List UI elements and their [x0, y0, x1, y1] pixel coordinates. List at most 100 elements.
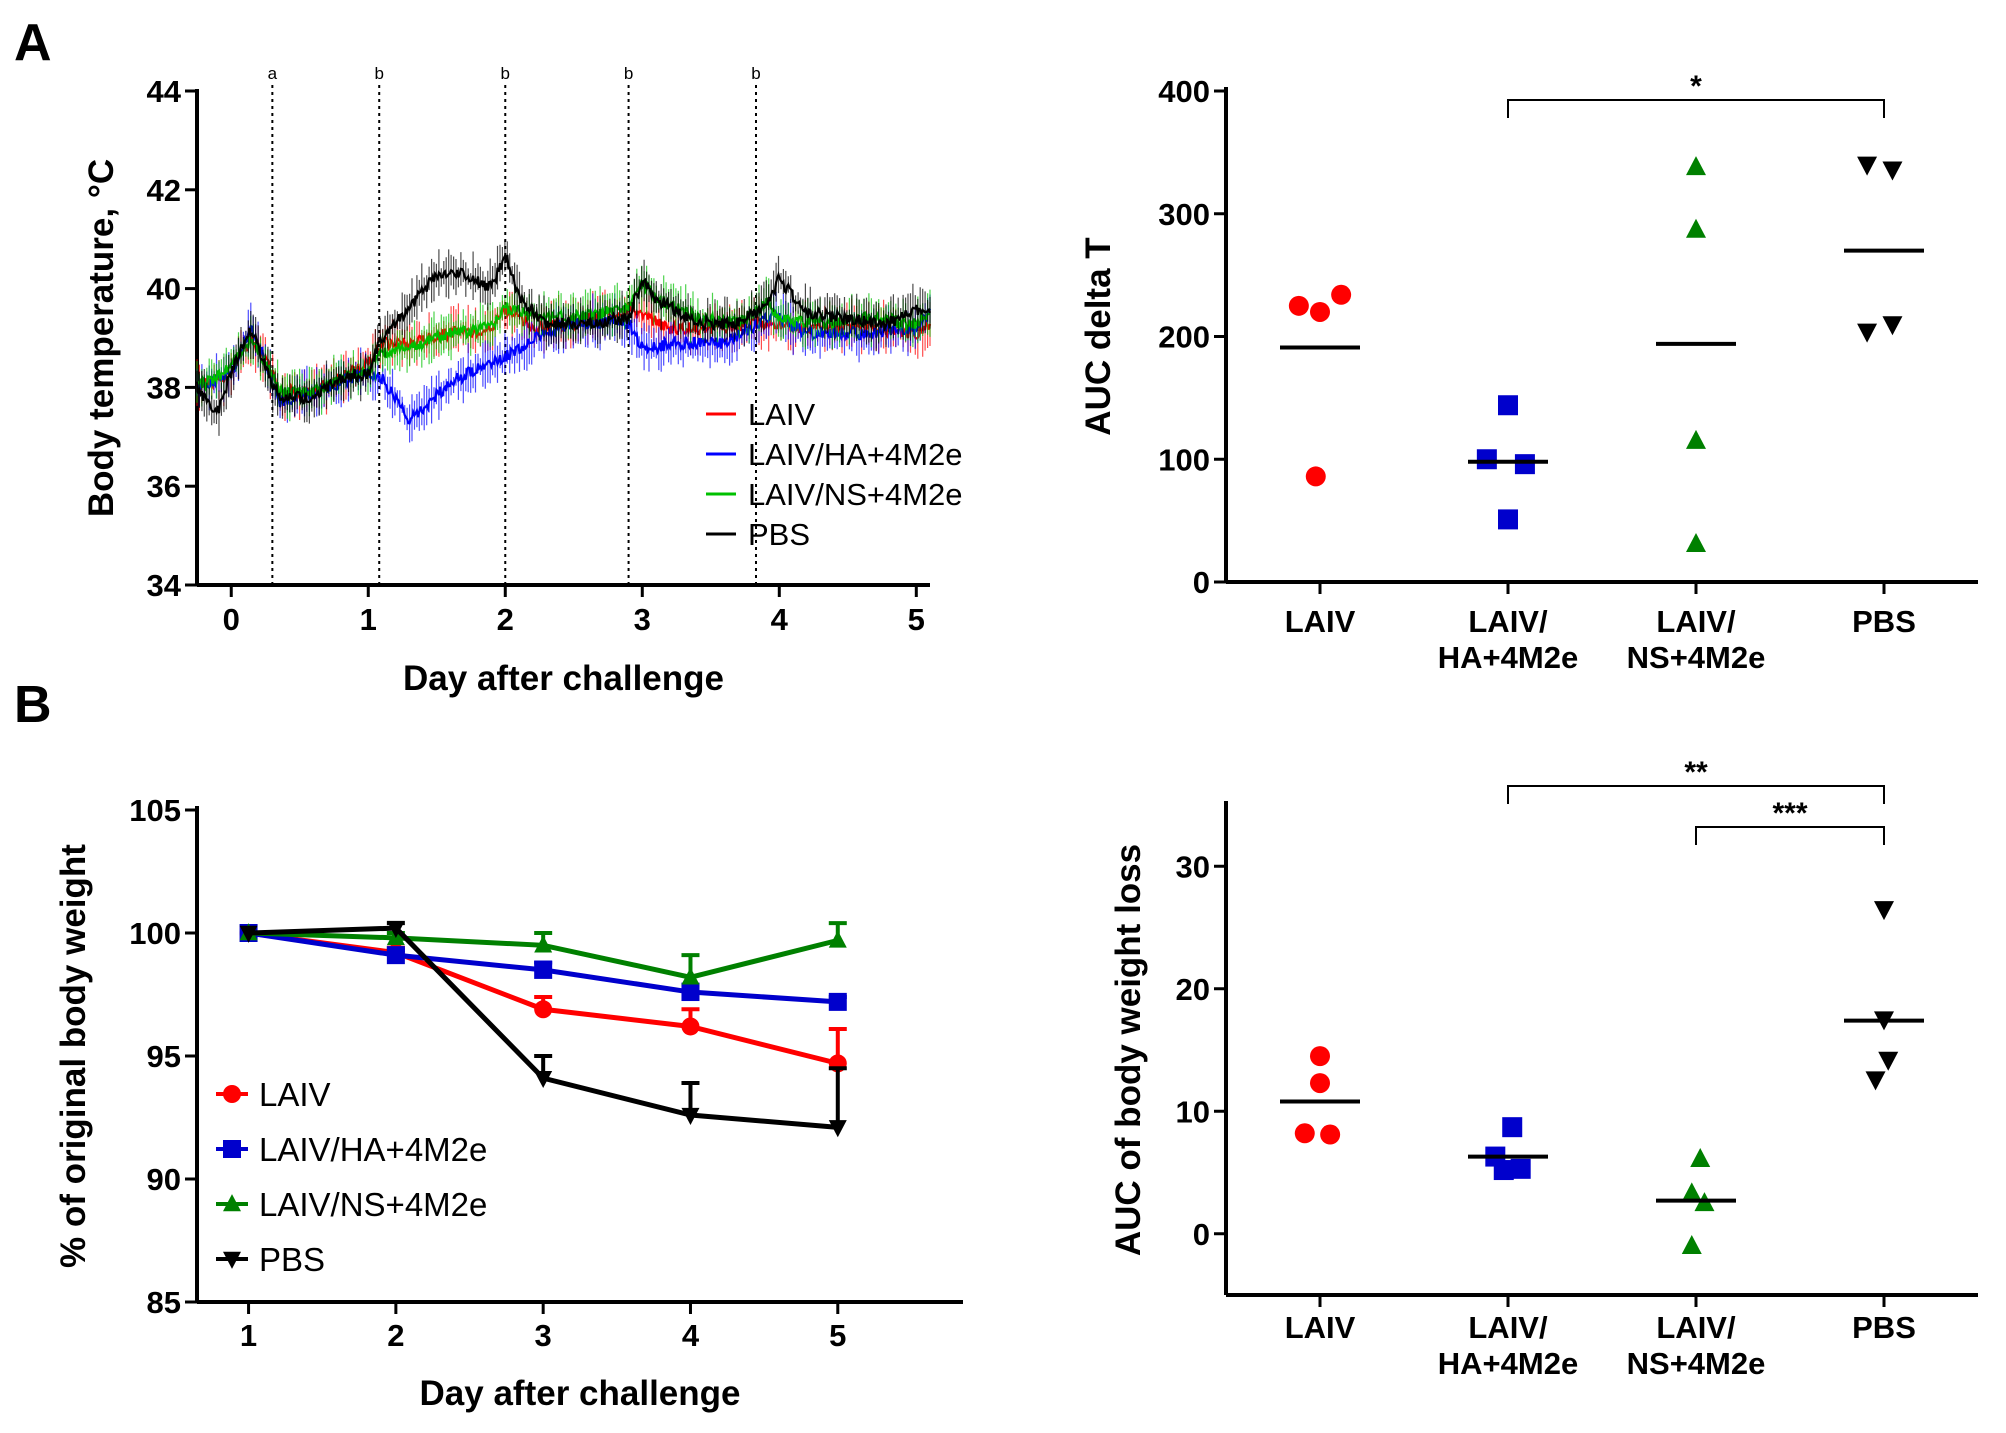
y-tick-label: 90	[147, 1162, 181, 1197]
data-point	[534, 1000, 553, 1019]
legend-label: PBS	[748, 517, 810, 552]
y-tick-label: 20	[1176, 972, 1210, 1007]
y-tick-label: 36	[147, 469, 181, 504]
y-tick-label: 40	[147, 272, 181, 307]
data-point	[1857, 323, 1878, 343]
x-tick-label: 4	[771, 602, 789, 637]
data-point	[1857, 156, 1878, 176]
category-label-line: NS+4M2e	[1627, 1346, 1766, 1381]
x-tick-label: 3	[535, 1318, 552, 1353]
body-weight-chart: 85 90 95 100 105 1 2 3 4 5 Day after challenge % of…	[54, 793, 963, 1413]
data-point	[1514, 454, 1535, 475]
legend-marker	[223, 1085, 241, 1103]
legend-marker	[223, 1194, 241, 1212]
data-point	[828, 1120, 847, 1138]
category-label-line: HA+4M2e	[1438, 640, 1578, 675]
significance-label: **	[1684, 756, 1708, 789]
category-label-line: LAIV/	[1468, 1310, 1548, 1345]
category-label: LAIV/HA+4M2e	[1438, 1310, 1578, 1381]
data-point	[828, 992, 847, 1011]
y-tick-label: 0	[1193, 565, 1210, 600]
data-point	[1476, 449, 1497, 470]
y-tick-label: 100	[129, 916, 181, 951]
data-point	[1294, 1123, 1315, 1144]
y-tick-label: 34	[147, 568, 182, 603]
data-point	[1874, 901, 1894, 921]
legend-label: LAIV/NS+4M2e	[259, 1186, 487, 1223]
data-point	[1331, 284, 1352, 305]
category-label-line: PBS	[1852, 1310, 1916, 1345]
data-point	[1882, 161, 1903, 181]
group-laiv-ns-4m2e	[1656, 156, 1736, 552]
category-label: LAIV/NS+4M2e	[1627, 604, 1766, 675]
error-bar	[828, 1066, 847, 1128]
data-point	[1498, 395, 1518, 416]
category-label-line: PBS	[1852, 604, 1916, 639]
data-point	[681, 1017, 700, 1036]
data-point	[239, 925, 258, 943]
group-laiv	[1280, 1046, 1360, 1145]
category-label-line: LAIV	[1285, 604, 1356, 639]
category-label-line: HA+4M2e	[1438, 1346, 1578, 1381]
data-point	[1305, 466, 1326, 487]
category-label-line: LAIV	[1285, 1310, 1356, 1345]
legend-label: LAIV/NS+4M2e	[748, 477, 963, 512]
x-tick-label: 5	[908, 602, 925, 637]
data-point	[534, 1070, 553, 1089]
data-point	[1502, 1117, 1523, 1138]
y-tick-label: 42	[147, 173, 181, 208]
y-tick-label: 85	[147, 1285, 181, 1320]
significance-bracket	[1507, 785, 1885, 804]
x-tick-label: 4	[682, 1318, 700, 1353]
y-tick-label: 400	[1158, 74, 1210, 109]
x-tick-label: 1	[360, 602, 377, 637]
event-marker-label: b	[501, 64, 510, 83]
panel-label-b: B	[14, 676, 52, 734]
data-point	[386, 946, 405, 965]
data-point	[1320, 1124, 1341, 1145]
data-point	[1498, 509, 1518, 530]
x-axis-title: Day after challenge	[420, 1374, 741, 1413]
category-label: PBS	[1852, 1310, 1916, 1345]
series-line	[195, 252, 932, 416]
data-point	[1882, 316, 1903, 336]
category-label: LAIV/HA+4M2e	[1438, 604, 1578, 675]
data-point	[681, 967, 700, 985]
event-marker-label: b	[751, 64, 760, 83]
y-tick-label: 95	[147, 1039, 181, 1074]
category-label: LAIV	[1285, 604, 1356, 639]
legend-label: LAIV/HA+4M2e	[748, 437, 963, 472]
event-marker-label: b	[374, 64, 383, 83]
group-pbs	[1844, 156, 1924, 343]
group-laiv-ns-4m2e	[1656, 1148, 1736, 1254]
series-pbs	[195, 240, 932, 436]
data-point	[1686, 532, 1706, 552]
y-tick-label: 30	[1176, 849, 1210, 884]
data-point	[681, 983, 700, 1002]
category-label: LAIV	[1285, 1310, 1356, 1345]
data-point	[1288, 295, 1309, 316]
y-axis-title: % of original body weight	[54, 844, 93, 1268]
y-tick-label: 38	[147, 370, 181, 405]
series-laiv-ns-4m2e	[239, 921, 847, 985]
data-point	[1686, 429, 1706, 449]
group-laiv-ha-4m2e	[1468, 1117, 1548, 1181]
y-tick-label: 0	[1193, 1217, 1210, 1252]
data-point	[386, 920, 405, 938]
data-point	[1510, 1158, 1531, 1179]
event-marker-label: b	[624, 64, 633, 83]
x-tick-label: 3	[634, 602, 651, 637]
y-axis-title: AUC delta T	[1079, 237, 1118, 435]
x-tick-label: 1	[240, 1318, 257, 1353]
legend-label: LAIV/HA+4M2e	[259, 1131, 487, 1168]
category-label-line: NS+4M2e	[1627, 640, 1766, 675]
data-point	[1865, 1071, 1886, 1091]
legend-marker	[223, 1140, 241, 1158]
x-tick-label: 0	[223, 602, 240, 637]
data-point	[1681, 1235, 1702, 1254]
x-tick-label: 2	[497, 602, 514, 637]
significance-bracket	[1695, 826, 1885, 845]
